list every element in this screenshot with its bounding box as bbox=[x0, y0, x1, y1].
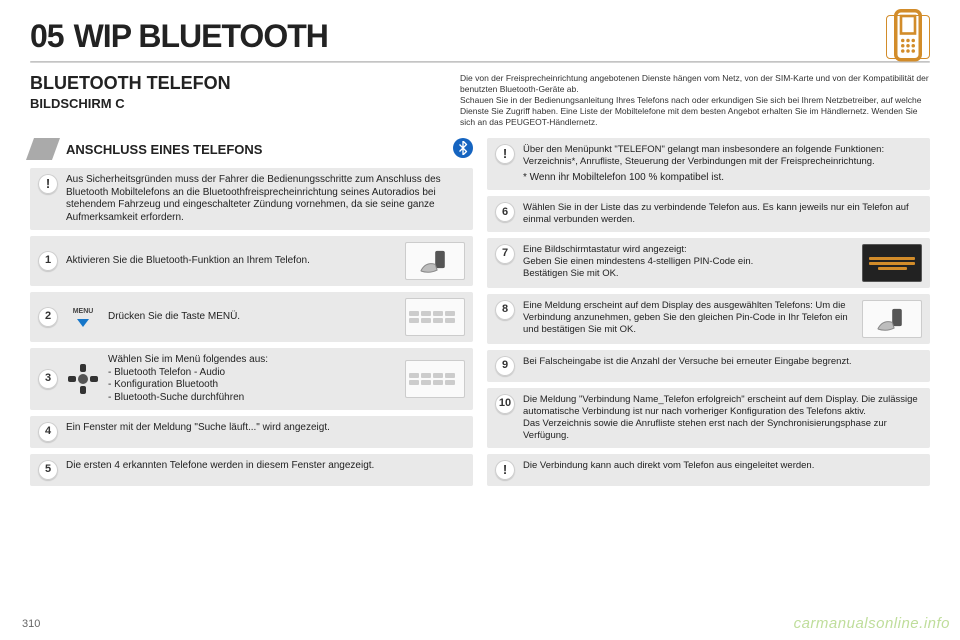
subtitle-1: BLUETOOTH TELEFON bbox=[30, 73, 444, 94]
step-7: 7 Eine Bildschirmtastatur wird angezeigt… bbox=[487, 238, 930, 288]
subheader-row: BLUETOOTH TELEFON BILDSCHIRM C Die von d… bbox=[30, 73, 930, 128]
phone-icon bbox=[886, 15, 930, 59]
hand-phone-illustration bbox=[405, 242, 465, 280]
manual-page: 05 WIP BLUETOOTH BLUETOOTH TELEFON BILDSC… bbox=[0, 0, 960, 640]
chapter-title: WIP BLUETOOTH bbox=[74, 18, 328, 54]
section-title-row: ANSCHLUSS EINES TELEFONS bbox=[30, 138, 473, 160]
warning-icon: ! bbox=[38, 174, 58, 194]
step-9: 9 Bei Falscheingabe ist die Anzahl der V… bbox=[487, 350, 930, 382]
section-title: ANSCHLUSS EINES TELEFONS bbox=[66, 142, 262, 157]
step-2: 2 MENU Drücken Sie die Taste MENÜ. bbox=[30, 292, 473, 342]
step-number: 9 bbox=[495, 356, 515, 376]
step-text: Wählen Sie in der Liste das zu verbinden… bbox=[523, 202, 922, 226]
info-top-box: ! Über den Menüpunkt "TELEFON" gelangt m… bbox=[487, 138, 930, 190]
menu-button-illustration: MENU bbox=[66, 308, 100, 327]
intro-text: Die von der Freisprecheinrichtung angebo… bbox=[444, 73, 930, 128]
left-column: ANSCHLUSS EINES TELEFONS ! Aus Sicherhei… bbox=[30, 138, 473, 486]
subtitle-block: BLUETOOTH TELEFON BILDSCHIRM C bbox=[30, 73, 444, 128]
info-top: Über den Menüpunkt "TELEFON" gelangt man… bbox=[523, 144, 922, 184]
step-text: Ein Fenster mit der Meldung "Suche läuft… bbox=[66, 422, 465, 435]
step-text: Drücken Sie die Taste MENÜ. bbox=[108, 311, 397, 324]
subtitle-2: BILDSCHIRM C bbox=[30, 96, 444, 111]
step-4: 4 Ein Fenster mit der Meldung "Suche läu… bbox=[30, 416, 473, 448]
safety-warning-text: Aus Sicherheitsgründen muss der Fahrer d… bbox=[66, 174, 465, 224]
hand-phone-illustration bbox=[862, 300, 922, 338]
info-icon: ! bbox=[495, 144, 515, 164]
step-number: 1 bbox=[38, 251, 58, 271]
step-text: Eine Meldung erscheint auf dem Display d… bbox=[523, 300, 854, 336]
bluetooth-icon bbox=[453, 138, 473, 158]
onscreen-keyboard-illustration bbox=[862, 244, 922, 282]
title-accent-bar bbox=[26, 138, 60, 160]
intro-line-2: Schauen Sie in der Bedienungsanleitung I… bbox=[460, 95, 930, 128]
step-number: 7 bbox=[495, 244, 515, 264]
step-1: 1 Aktivieren Sie die Bluetooth-Funktion … bbox=[30, 236, 473, 286]
step-number: 2 bbox=[38, 307, 58, 327]
step-6: 6 Wählen Sie in der Liste das zu verbind… bbox=[487, 196, 930, 232]
step-text: Die Meldung "Verbindung Name_Telefon erf… bbox=[523, 394, 922, 442]
chapter-heading: 05 WIP BLUETOOTH bbox=[30, 18, 328, 55]
step-number: 8 bbox=[495, 300, 515, 320]
step-10: 10 Die Meldung "Verbindung Name_Telefon … bbox=[487, 388, 930, 448]
step-text: Bei Falscheingabe ist die Anzahl der Ver… bbox=[523, 356, 922, 368]
radio-illustration bbox=[405, 360, 465, 398]
step-8: 8 Eine Meldung erscheint auf dem Display… bbox=[487, 294, 930, 344]
step-text: Die ersten 4 erkannten Telefone werden i… bbox=[66, 460, 465, 473]
step-text: Eine Bildschirmtastatur wird angezeigt: … bbox=[523, 244, 854, 280]
content-columns: ANSCHLUSS EINES TELEFONS ! Aus Sicherhei… bbox=[30, 138, 930, 486]
info-icon: ! bbox=[495, 460, 515, 480]
header: 05 WIP BLUETOOTH bbox=[30, 18, 930, 55]
watermark: carmanualsonline.info bbox=[794, 615, 950, 632]
step-5: 5 Die ersten 4 erkannten Telefone werden… bbox=[30, 454, 473, 486]
dpad-illustration bbox=[66, 364, 100, 394]
menu-label: MENU bbox=[73, 308, 94, 317]
asterisk-note: * Wenn ihr Mobiltelefon 100 % kompatibel… bbox=[523, 172, 922, 185]
radio-illustration bbox=[405, 298, 465, 336]
info-bottom-box: ! Die Verbindung kann auch direkt vom Te… bbox=[487, 454, 930, 486]
page-number: 310 bbox=[22, 618, 40, 630]
step-number: 10 bbox=[495, 394, 515, 414]
intro-line-1: Die von der Freisprecheinrichtung angebo… bbox=[460, 73, 930, 95]
right-column: ! Über den Menüpunkt "TELEFON" gelangt m… bbox=[487, 138, 930, 486]
step-number: 4 bbox=[38, 422, 58, 442]
step-number: 3 bbox=[38, 369, 58, 389]
step-number: 5 bbox=[38, 460, 58, 480]
safety-warning-box: ! Aus Sicherheitsgründen muss der Fahrer… bbox=[30, 168, 473, 230]
step-3: 3 Wählen Sie im Menü folgendes aus: - Bl… bbox=[30, 348, 473, 410]
info-top-text: Über den Menüpunkt "TELEFON" gelangt man… bbox=[523, 144, 884, 167]
header-rule bbox=[30, 61, 930, 63]
step-text: Wählen Sie im Menü folgendes aus: - Blue… bbox=[108, 354, 397, 404]
info-bottom-text: Die Verbindung kann auch direkt vom Tele… bbox=[523, 460, 922, 472]
step-number: 6 bbox=[495, 202, 515, 222]
chapter-number: 05 bbox=[30, 18, 64, 54]
step-text: Aktivieren Sie die Bluetooth-Funktion an… bbox=[66, 255, 397, 268]
